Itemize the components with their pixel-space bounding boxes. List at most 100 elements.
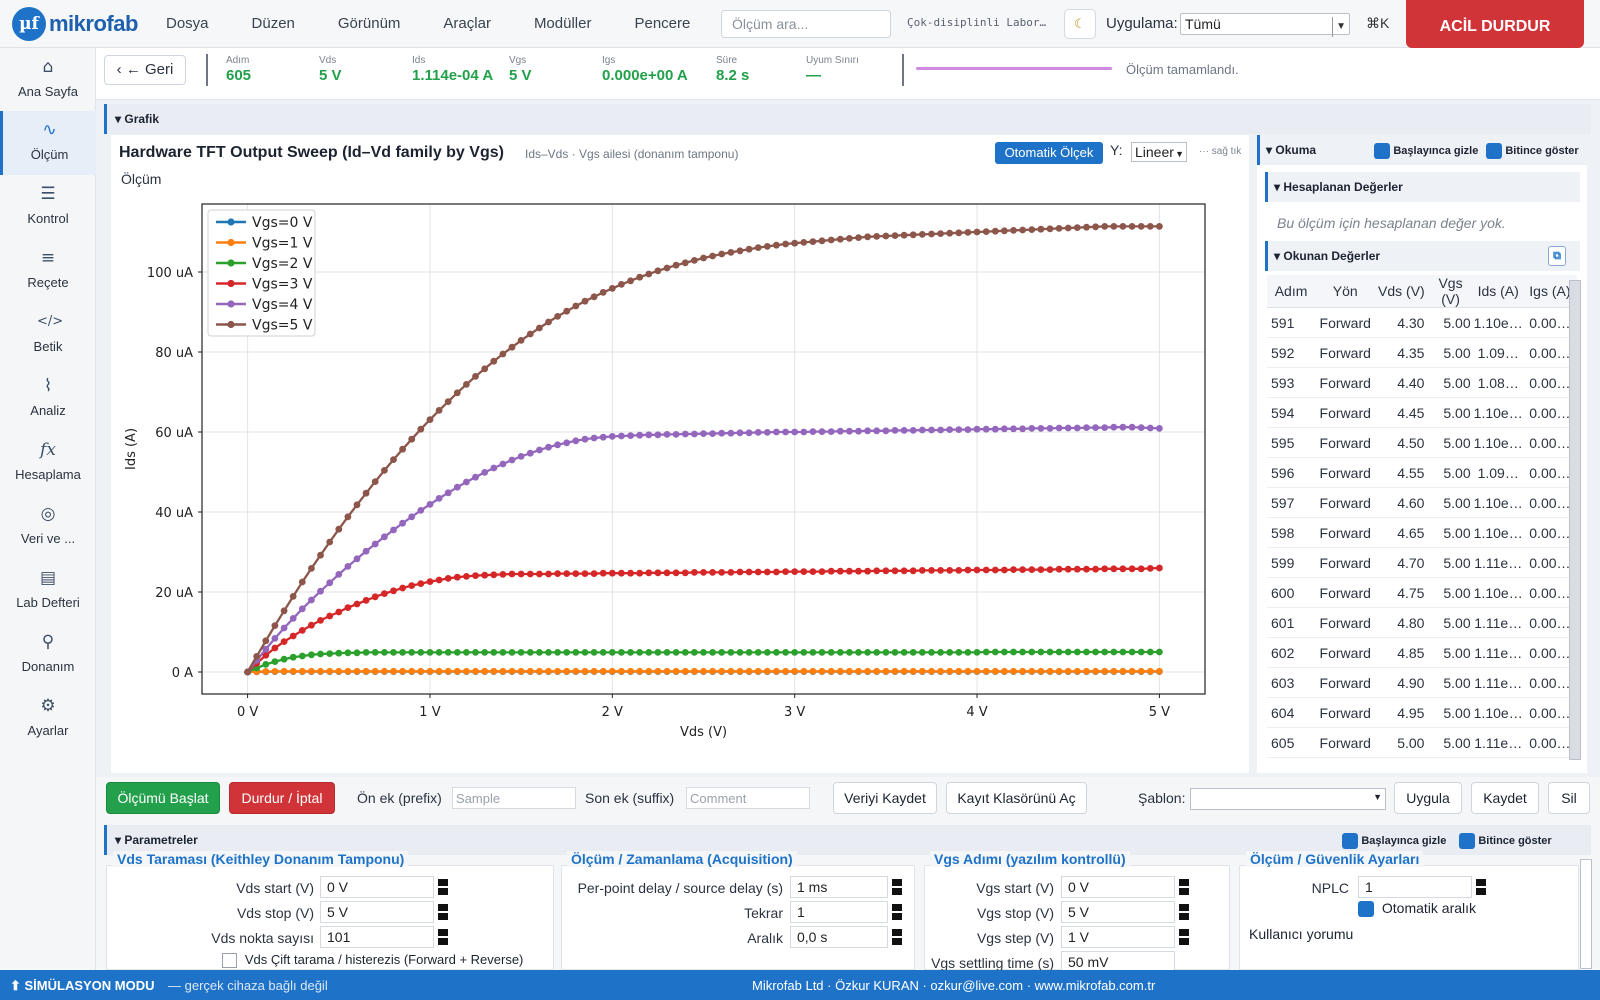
sidebar-item-script[interactable]: </> Betik xyxy=(0,303,96,367)
table-row[interactable]: 595 Forward 4.50 5.00 1.10e… 0.00… xyxy=(1267,427,1577,458)
column-header[interactable]: Adım xyxy=(1267,275,1316,308)
menu-view[interactable]: Görünüm xyxy=(337,15,401,32)
save-button[interactable]: Kaydet xyxy=(1471,782,1539,814)
read-values-header[interactable]: ▾ Okunan Değerler ⧉ xyxy=(1265,241,1580,271)
sidebar-item-measurement[interactable]: ∿ Ölçüm xyxy=(0,111,96,175)
menu-window[interactable]: Pencere xyxy=(634,15,691,32)
metric-step: Adım 605 xyxy=(226,55,251,84)
okuma-header[interactable]: ▾ Okuma Başlayınca gizle Bitince göster xyxy=(1257,135,1587,165)
spinner-arrows-icon[interactable] xyxy=(436,876,450,898)
column-header[interactable]: Vgs (V) xyxy=(1427,275,1474,308)
autoscale-button[interactable]: Otomatik Ölçek xyxy=(995,142,1103,164)
sidebar-item-hardware[interactable]: ⚲ Donanım xyxy=(0,623,96,687)
output-curve-chart[interactable]: 0 V 1 V 2 V 3 V 4 V 5 V 0 A 20 uA 40 uA 60 uA 80 u… xyxy=(111,191,1236,773)
autorange-checkbox[interactable]: Otomatik aralık xyxy=(1358,900,1558,924)
suffix-input[interactable] xyxy=(686,787,810,809)
table-row[interactable]: 598 Forward 4.65 5.00 1.10e… 0.00… xyxy=(1267,517,1577,548)
stop-cancel-button[interactable]: Durdur / İptal xyxy=(229,782,335,814)
app-logo[interactable]: µf mikrofab xyxy=(12,7,144,41)
data-point xyxy=(754,649,762,656)
start-measurement-button[interactable]: Ölçümü Başlat xyxy=(106,782,220,814)
vds-stop-input[interactable]: 5 V xyxy=(320,901,434,923)
table-row[interactable]: 603 Forward 4.90 5.00 1.11e… 0.00… xyxy=(1267,667,1577,698)
sidebar-item-settings[interactable]: ⚙ Ayarlar xyxy=(0,687,96,751)
vgs-settling-input[interactable]: 50 mV xyxy=(1061,951,1175,970)
table-row[interactable]: 605 Forward 5.00 5.00 1.11e… 0.00… xyxy=(1267,727,1577,758)
table-row[interactable]: 591 Forward 4.30 5.00 1.10e… 0.00… xyxy=(1267,307,1577,338)
template-select[interactable]: ▼ xyxy=(1190,788,1386,810)
table-row[interactable]: 602 Forward 4.85 5.00 1.11e… 0.00… xyxy=(1267,637,1577,668)
grafik-section-header[interactable]: ▾ Grafik xyxy=(104,104,1591,134)
table-row[interactable]: 593 Forward 4.40 5.00 1.08… 0.00… xyxy=(1267,367,1577,398)
sidebar-item-recipe[interactable]: ≡ Reçete xyxy=(0,239,96,303)
column-header[interactable]: Vds (V) xyxy=(1375,275,1428,308)
open-folder-button[interactable]: Kayıt Klasörünü Aç xyxy=(946,782,1087,814)
spinner-arrows-icon[interactable] xyxy=(1177,901,1191,923)
sidebar-item-home[interactable]: ⌂ Ana Sayfa xyxy=(0,48,96,112)
column-header[interactable]: Yön xyxy=(1315,275,1376,308)
apply-button[interactable]: Uygula xyxy=(1394,782,1462,814)
computed-values-header[interactable]: ▾ Hesaplanan Değerler xyxy=(1265,172,1580,202)
menu-tools[interactable]: Araçlar xyxy=(443,15,491,32)
spinner-arrows-icon[interactable] xyxy=(890,876,904,898)
vds-points-input[interactable]: 101 xyxy=(320,926,434,948)
vgs-start-input[interactable]: 0 V xyxy=(1061,876,1175,898)
table-row[interactable]: 596 Forward 4.55 5.00 1.09… 0.00… xyxy=(1267,457,1577,488)
spinner-arrows-icon[interactable] xyxy=(436,901,450,923)
nplc-input[interactable]: 1 xyxy=(1358,876,1472,898)
app-filter-select[interactable]: Tümü ▼ xyxy=(1180,13,1350,37)
table-cell: Forward xyxy=(1315,457,1376,488)
interval-input[interactable]: 0,0 s xyxy=(790,926,888,948)
delete-button[interactable]: Sil xyxy=(1548,782,1590,814)
y-tick-label: 20 uA xyxy=(155,586,193,601)
table-row[interactable]: 601 Forward 4.80 5.00 1.11e… 0.00… xyxy=(1267,607,1577,638)
command-palette-shortcut[interactable]: ⌘K xyxy=(1366,15,1390,31)
data-point xyxy=(782,428,789,436)
dual-sweep-checkbox[interactable]: Vds Çift tarama / histerezis (Forward + … xyxy=(222,951,552,970)
x-tick-label: 4 V xyxy=(966,705,987,720)
table-row[interactable]: 600 Forward 4.75 5.00 1.10e… 0.00… xyxy=(1267,577,1577,608)
sidebar-item-data[interactable]: ◎ Veri ve ... xyxy=(0,495,96,559)
spinner-arrows-icon[interactable] xyxy=(1177,926,1191,948)
table-row[interactable]: 594 Forward 4.45 5.00 1.10e… 0.00… xyxy=(1267,397,1577,428)
spinner-arrows-icon[interactable] xyxy=(890,926,904,948)
column-header[interactable]: Igs (A) xyxy=(1522,275,1577,308)
show-on-end-toggle[interactable]: Bitince göster xyxy=(1486,135,1579,166)
prefix-input[interactable] xyxy=(452,787,576,809)
repeat-input[interactable]: 1 xyxy=(790,901,888,923)
table-row[interactable]: 599 Forward 4.70 5.00 1.11e… 0.00… xyxy=(1267,547,1577,578)
menu-modules[interactable]: Modüller xyxy=(533,15,592,32)
show-on-end-toggle[interactable]: Bitince göster xyxy=(1459,825,1552,856)
column-header[interactable]: Ids (A) xyxy=(1473,275,1523,308)
source-delay-input[interactable]: 1 ms xyxy=(790,876,888,898)
parameters-header[interactable]: ▾ Parametreler Başlayınca gizle Bitince … xyxy=(104,825,1591,855)
sidebar-item-calculation[interactable]: fx Hesaplama xyxy=(0,431,96,495)
sidebar-item-notebook[interactable]: ▤ Lab Defteri xyxy=(0,559,96,623)
sidebar-item-analysis[interactable]: ⌇ Analiz xyxy=(0,367,96,431)
table-row[interactable]: 604 Forward 4.95 5.00 1.10e… 0.00… xyxy=(1267,697,1577,728)
search-input[interactable] xyxy=(721,10,891,38)
hide-on-start-toggle[interactable]: Başlayınca gizle xyxy=(1342,825,1446,856)
vds-start-input[interactable]: 0 V xyxy=(320,876,434,898)
parameters-scrollbar[interactable] xyxy=(1580,859,1592,969)
back-button[interactable]: ‹ ← Geri xyxy=(104,55,186,85)
spinner-arrows-icon[interactable] xyxy=(1474,876,1488,898)
menu-file[interactable]: Dosya xyxy=(166,15,209,32)
menu-edit[interactable]: Düzen xyxy=(251,15,295,32)
spinner-arrows-icon[interactable] xyxy=(890,901,904,923)
data-point xyxy=(1128,648,1136,656)
emergency-stop-button[interactable]: ACİL DURDUR xyxy=(1406,0,1584,48)
moon-icon[interactable]: ☾ xyxy=(1064,9,1096,39)
vgs-step-input[interactable]: 1 V xyxy=(1061,926,1175,948)
spinner-arrows-icon[interactable] xyxy=(1177,876,1191,898)
readings-scrollbar[interactable] xyxy=(1569,280,1581,760)
hide-on-start-toggle[interactable]: Başlayınca gizle xyxy=(1374,135,1478,166)
copy-icon[interactable]: ⧉ xyxy=(1548,246,1566,266)
table-row[interactable]: 592 Forward 4.35 5.00 1.09… 0.00… xyxy=(1267,337,1577,368)
save-data-button[interactable]: Veriyi Kaydet xyxy=(833,782,937,814)
sidebar-item-control[interactable]: ☰ Kontrol xyxy=(0,175,96,239)
spinner-arrows-icon[interactable] xyxy=(436,926,450,948)
vgs-stop-input[interactable]: 5 V xyxy=(1061,901,1175,923)
table-row[interactable]: 597 Forward 4.60 5.00 1.10e… 0.00… xyxy=(1267,487,1577,518)
y-scale-select[interactable]: Lineer ▼ xyxy=(1131,142,1187,162)
